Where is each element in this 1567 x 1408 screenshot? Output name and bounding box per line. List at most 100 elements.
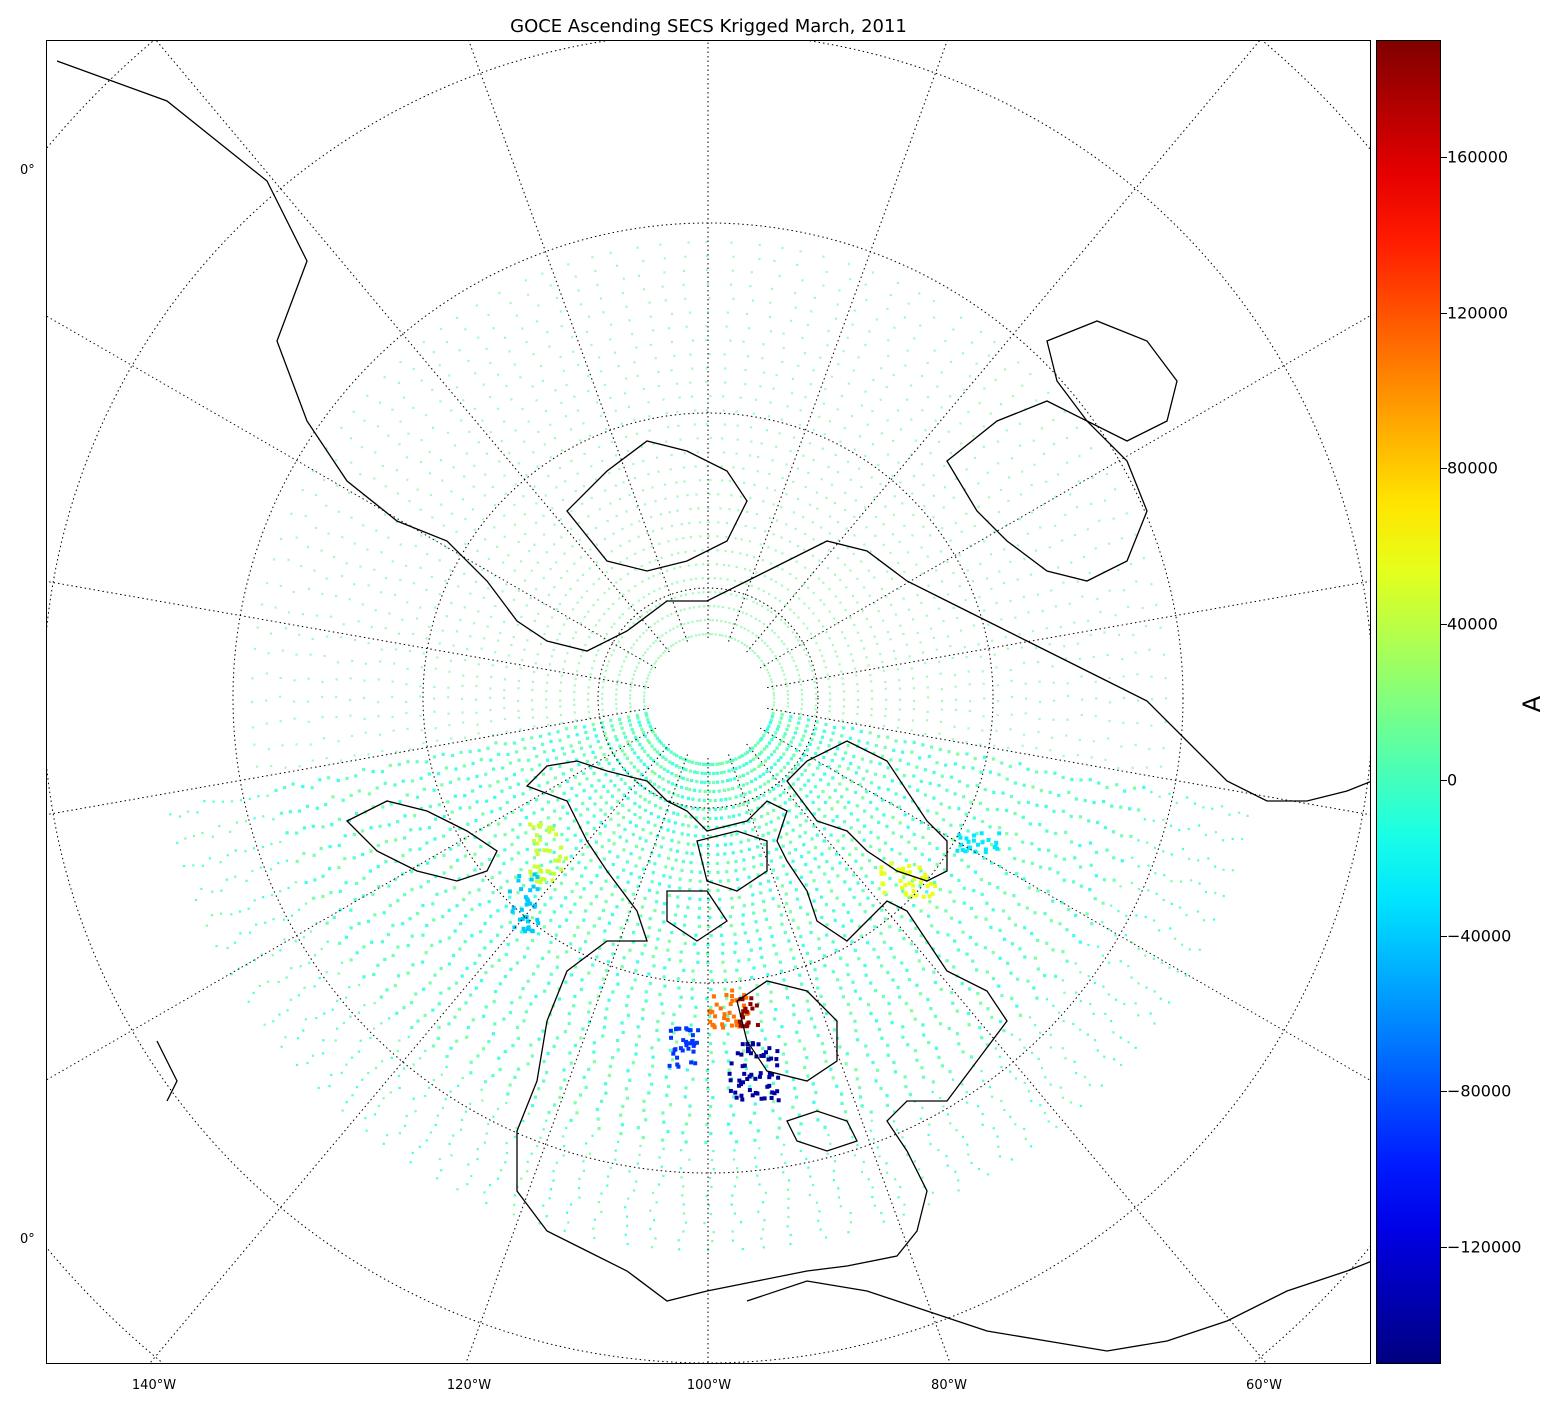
track-point — [804, 883, 808, 887]
track-point — [1035, 803, 1039, 807]
track-point — [925, 614, 928, 617]
track-point — [828, 709, 831, 713]
track-point — [532, 811, 536, 815]
track-point — [731, 550, 734, 554]
track-point — [1155, 892, 1158, 895]
track-point — [563, 1078, 567, 1082]
track-point — [741, 596, 744, 599]
track-point — [1024, 682, 1027, 685]
track-point — [675, 754, 679, 758]
track-point — [817, 946, 821, 951]
track-point — [558, 1095, 562, 1099]
track-point — [762, 590, 765, 593]
track-point — [634, 568, 637, 571]
track-point — [441, 752, 445, 756]
track-point — [434, 1123, 437, 1127]
track-point — [600, 721, 604, 725]
track-point — [419, 685, 422, 688]
track-point — [740, 754, 744, 758]
track-point — [586, 807, 590, 811]
track-point — [526, 639, 529, 642]
track-point — [730, 637, 733, 640]
track-point — [957, 878, 961, 883]
track-point — [760, 1237, 763, 1240]
track-point — [1029, 573, 1033, 576]
track-point — [505, 730, 508, 733]
track-point — [932, 636, 936, 640]
anomaly-point — [766, 1057, 771, 1062]
track-point — [466, 777, 470, 781]
track-point — [691, 592, 695, 595]
track-point — [1051, 899, 1055, 903]
track-point — [552, 850, 556, 855]
track-point — [824, 903, 829, 907]
track-point — [817, 1219, 820, 1222]
track-point — [551, 507, 554, 510]
track-point — [1159, 997, 1162, 1000]
track-point — [886, 766, 890, 770]
track-point — [719, 798, 723, 802]
track-point — [429, 1131, 432, 1134]
track-point — [200, 887, 203, 891]
track-point — [866, 896, 870, 900]
track-point — [793, 611, 796, 615]
track-point — [775, 1135, 779, 1139]
satellite-track-points — [169, 241, 1249, 1252]
track-point — [779, 716, 783, 720]
track-point — [937, 954, 941, 958]
track-point — [608, 472, 611, 475]
track-point — [418, 1145, 421, 1148]
track-point — [305, 804, 310, 808]
track-point — [971, 580, 975, 583]
track-point — [604, 427, 608, 431]
anomaly-point — [767, 1071, 772, 1076]
track-point — [543, 903, 547, 907]
track-point — [874, 534, 877, 538]
track-point — [566, 735, 570, 739]
track-point — [787, 1206, 790, 1210]
track-point — [688, 897, 692, 901]
track-point — [595, 654, 598, 657]
track-point — [591, 1134, 594, 1137]
track-point — [721, 951, 725, 955]
track-point — [520, 560, 523, 563]
track-point — [393, 783, 397, 787]
track-point — [395, 521, 398, 524]
track-point — [321, 825, 325, 829]
track-point — [1011, 395, 1014, 398]
track-point — [646, 935, 650, 939]
track-point — [799, 787, 803, 791]
track-point — [503, 742, 507, 746]
track-point — [944, 909, 948, 913]
track-point — [1073, 1060, 1076, 1063]
track-point — [613, 622, 616, 625]
track-point — [761, 357, 764, 360]
track-point — [516, 1067, 521, 1071]
track-point — [1003, 548, 1006, 551]
track-point — [465, 1035, 469, 1039]
track-point — [993, 340, 996, 344]
track-point — [686, 494, 689, 497]
track-point — [1231, 837, 1234, 841]
track-point — [590, 631, 593, 634]
track-point — [742, 763, 746, 767]
track-point — [902, 1213, 905, 1216]
track-point — [787, 851, 792, 855]
track-point — [616, 1140, 620, 1143]
track-point — [835, 896, 839, 900]
track-point — [489, 696, 492, 699]
track-point — [454, 767, 458, 771]
track-point — [864, 747, 868, 751]
track-point — [475, 774, 479, 779]
track-point — [624, 735, 628, 739]
track-point — [843, 880, 847, 884]
track-point — [1057, 1011, 1061, 1014]
track-point — [1037, 730, 1040, 734]
track-point — [263, 1023, 266, 1026]
track-point — [909, 942, 914, 946]
track-point — [921, 743, 925, 747]
track-point — [1103, 826, 1108, 830]
track-point — [1164, 697, 1168, 700]
track-point — [579, 303, 583, 306]
track-point — [679, 594, 683, 597]
